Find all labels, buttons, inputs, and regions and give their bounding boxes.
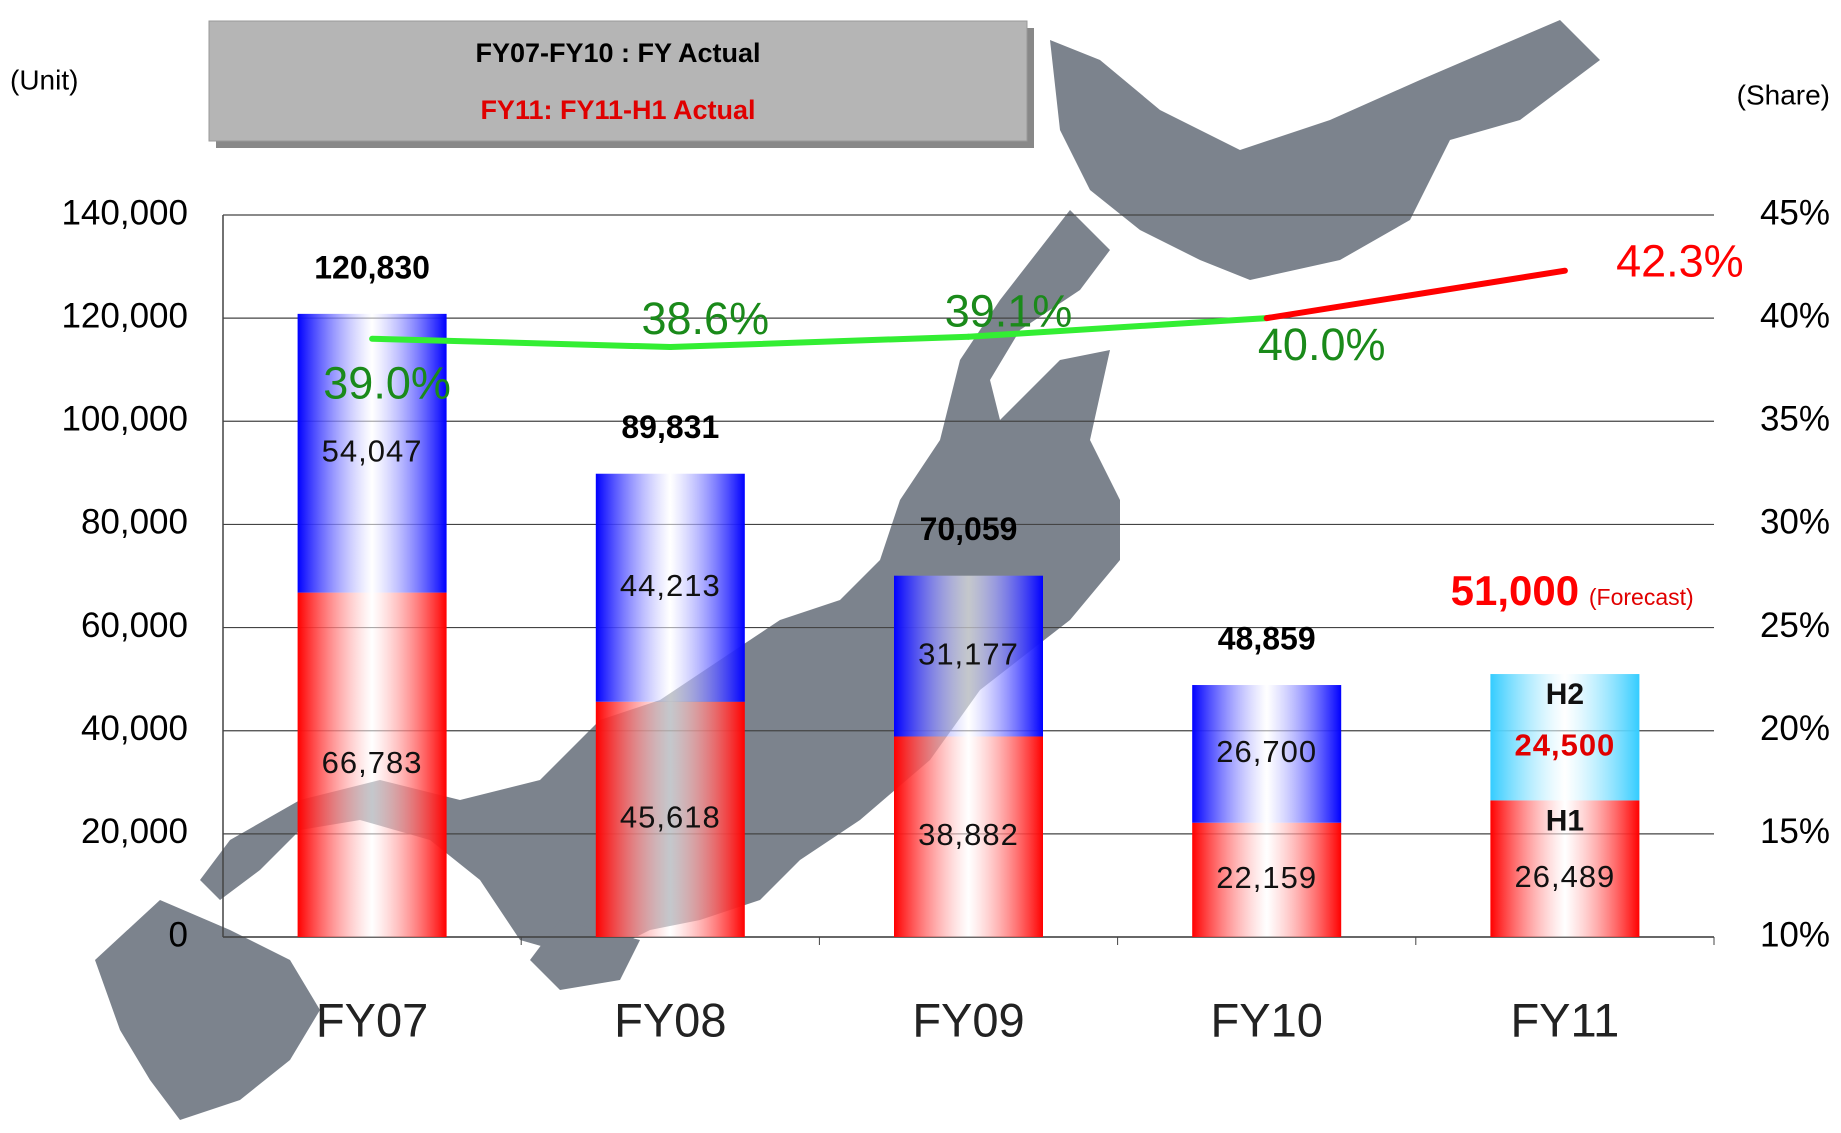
bar-segment	[894, 736, 1043, 937]
bar-segment	[1192, 822, 1342, 937]
data-label: 38,882	[918, 817, 1019, 852]
total-label: 89,831	[621, 409, 719, 445]
y-tick-label: 40,000	[81, 709, 188, 748]
data-label: 31,177	[918, 636, 1019, 671]
y2-axis-label: (Share)	[1737, 79, 1830, 110]
data-label: 26,700	[1216, 734, 1317, 769]
total-label: 51,000	[1451, 567, 1579, 614]
y2-tick-label: 15%	[1760, 812, 1830, 851]
share-label: 39.1%	[945, 286, 1073, 337]
share-line	[369, 335, 674, 351]
y-tick-label: 140,000	[61, 193, 188, 232]
segment-name: H2	[1546, 678, 1584, 711]
data-label: 24,500	[1514, 727, 1615, 762]
legend-line: FY11: FY11-H1 Actual	[480, 95, 755, 125]
x-tick-label: FY08	[614, 993, 726, 1046]
x-tick-label: FY07	[316, 993, 428, 1046]
y2-tick-label: 45%	[1760, 193, 1830, 232]
bar-segment	[894, 575, 1043, 737]
x-tick-label: FY11	[1510, 993, 1619, 1046]
bar-segment	[297, 592, 447, 937]
share-label: 40.0%	[1258, 319, 1386, 370]
bar-segment	[1490, 800, 1640, 937]
data-label: 45,618	[620, 800, 721, 835]
share-line	[965, 315, 1270, 340]
y2-tick-label: 25%	[1760, 606, 1830, 645]
y-tick-label: 120,000	[61, 296, 188, 335]
share-line	[1263, 267, 1568, 322]
y-tick-label: 80,000	[81, 503, 188, 542]
segment-name: H1	[1546, 804, 1584, 837]
share-label: 42.3%	[1616, 236, 1744, 287]
y-axis-label: (Unit)	[10, 64, 78, 95]
y-tick-label: 100,000	[61, 400, 188, 439]
total-label: 120,830	[314, 249, 430, 285]
legend-box	[208, 20, 1028, 142]
legend-line: FY07-FY10 : FY Actual	[475, 38, 760, 68]
share-line	[667, 333, 972, 351]
total-label: 48,859	[1218, 620, 1316, 656]
bar-segment	[595, 701, 745, 937]
bar-segment	[1490, 674, 1640, 801]
data-label: 26,489	[1514, 859, 1615, 894]
x-tick-label: FY09	[912, 993, 1024, 1046]
y2-tick-label: 30%	[1760, 503, 1830, 542]
data-label: 66,783	[322, 745, 423, 780]
forecast-note: (Forecast)	[1589, 584, 1694, 610]
share-label: 39.0%	[323, 358, 451, 409]
data-label: 22,159	[1216, 860, 1317, 895]
bar-segment	[1192, 685, 1342, 823]
bar-segment	[595, 473, 745, 702]
data-label: 44,213	[620, 568, 721, 603]
y-tick-label: 20,000	[81, 812, 188, 851]
y2-tick-label: 20%	[1760, 709, 1830, 748]
x-tick-label: FY10	[1211, 993, 1323, 1046]
y2-tick-label: 35%	[1760, 400, 1830, 439]
y2-tick-label: 10%	[1760, 915, 1830, 954]
data-label: 54,047	[322, 433, 423, 468]
total-label: 70,059	[920, 511, 1018, 547]
y-tick-label: 60,000	[81, 606, 188, 645]
share-label: 38.6%	[641, 293, 769, 344]
y2-tick-label: 40%	[1760, 296, 1830, 335]
bar-segment	[297, 313, 447, 593]
y-tick-label: 0	[169, 915, 188, 954]
